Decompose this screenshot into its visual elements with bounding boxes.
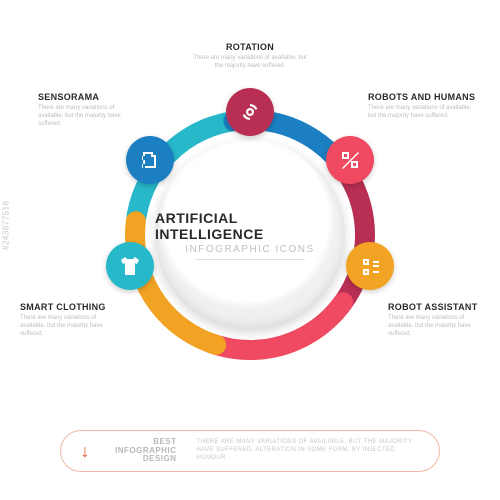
robots-humans-title: ROBOTS AND HUMANS — [368, 92, 478, 102]
robot-assistant-label: ROBOT ASSISTANT There are many variation… — [388, 302, 488, 338]
center-divider — [195, 259, 305, 260]
rotation-title: ROTATION — [190, 42, 310, 52]
rotation-label: ROTATION There are many variations of av… — [190, 42, 310, 71]
sensorama-title: SENSORAMA — [38, 92, 138, 102]
robots-humans-icon — [326, 136, 374, 184]
smart-clothing-label: SMART CLOTHING There are many variations… — [20, 302, 120, 338]
robot-assistant-icon — [346, 242, 394, 290]
watermark: #243877518 — [2, 201, 11, 251]
smart-clothing-title: SMART CLOTHING — [20, 302, 120, 312]
smart-clothing-desc: There are many variations of available, … — [20, 315, 120, 338]
robots-humans-desc: There are many variations of available, … — [368, 105, 478, 121]
rotation-desc: There are many variations of available, … — [190, 55, 310, 71]
footer-pill: ↓ BEST INFOGRAPHIC DESIGN THERE ARE MANY… — [60, 430, 440, 472]
sensorama-desc: There are many variations of available, … — [38, 105, 138, 128]
robot-assistant-desc: There are many variations of available, … — [388, 315, 488, 338]
footer-desc: THERE ARE MANY VARIATIONS OF AVAILABLE, … — [197, 439, 421, 462]
center-disc: ARTIFICIAL INTELLIGENCE INFOGRAPHIC ICON… — [155, 140, 345, 330]
center-subtitle: INFOGRAPHIC ICONS — [185, 244, 314, 255]
down-arrow-icon: ↓ — [79, 439, 91, 463]
sensorama-icon — [126, 136, 174, 184]
robots-humans-label: ROBOTS AND HUMANS There are many variati… — [368, 92, 478, 121]
robot-assistant-title: ROBOT ASSISTANT — [388, 302, 488, 312]
sensorama-label: SENSORAMA There are many variations of a… — [38, 92, 138, 128]
center-title: ARTIFICIAL INTELLIGENCE — [155, 210, 345, 242]
footer-title: BEST INFOGRAPHIC DESIGN — [115, 438, 177, 464]
rotation-icon — [226, 88, 274, 136]
infographic-stage: ARTIFICIAL INTELLIGENCE INFOGRAPHIC ICON… — [0, 0, 500, 500]
smart-clothing-icon — [106, 242, 154, 290]
